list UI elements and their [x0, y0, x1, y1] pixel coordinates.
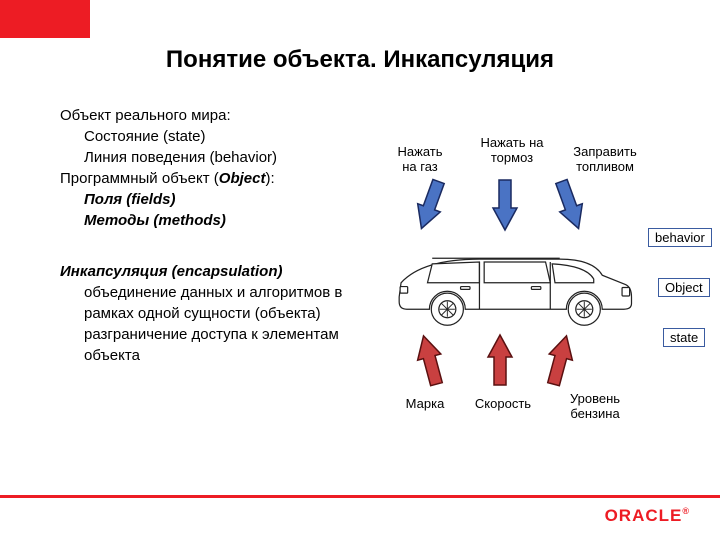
line: Инкапсуляция (encapsulation): [60, 261, 410, 282]
arrow-icon: [550, 175, 600, 240]
text-block: Объект реального мира: Состояние (state)…: [60, 105, 410, 366]
arrow-icon: [405, 175, 455, 240]
car-drawing: [385, 245, 640, 330]
label-brake: Нажать на тормоз: [472, 136, 552, 166]
label-fuel: Заправить топливом: [565, 145, 645, 175]
text: Программный объект (: [60, 170, 219, 187]
line: Объект реального мира:: [60, 105, 410, 126]
text: Object: [219, 170, 266, 187]
label-brand: Марка: [395, 397, 455, 412]
line: разграничение доступа к элементам объект…: [60, 324, 374, 366]
line: объединение данных и алгоритмов в рамках…: [60, 282, 374, 324]
arrow-icon: [540, 330, 590, 395]
line: Поля (fields): [60, 189, 410, 210]
line: Программный объект (Object):: [60, 168, 410, 189]
diagram: Нажать на газ Нажать на тормоз Заправить…: [400, 130, 700, 450]
page-title: Понятие объекта. Инкапсуляция: [0, 46, 720, 74]
line: Методы (methods): [60, 210, 410, 231]
arrow-icon: [485, 175, 525, 240]
line: Линия поведения (behavior): [60, 147, 410, 168]
label-gas: Нажать на газ: [390, 145, 450, 175]
line: Состояние (state): [60, 126, 410, 147]
text: ):: [265, 170, 274, 187]
oracle-logo: ORACLE®: [605, 506, 690, 526]
arrow-icon: [405, 330, 455, 395]
label-speed: Скорость: [463, 397, 543, 412]
box-behavior: behavior: [648, 228, 712, 247]
label-level: Уровень бензина: [555, 392, 635, 422]
accent-block: [0, 0, 90, 38]
footer-bar: [0, 495, 720, 498]
arrow-icon: [480, 330, 520, 395]
box-state: state: [663, 328, 705, 347]
box-object: Object: [658, 278, 710, 297]
